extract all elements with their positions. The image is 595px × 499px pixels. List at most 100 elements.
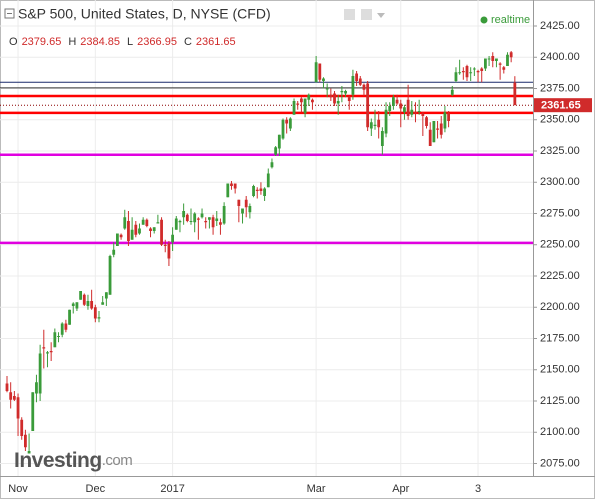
candle-body <box>9 392 13 400</box>
candle-body <box>307 94 311 100</box>
x-tick-label: 2017 <box>160 483 184 495</box>
candle-body <box>498 63 502 65</box>
candle-body <box>171 234 174 243</box>
candle-body <box>311 99 314 103</box>
candle-body <box>46 352 49 354</box>
y-tick-label: 2375.00 <box>540 82 580 94</box>
candle-body <box>248 206 252 213</box>
candle-body <box>469 72 473 74</box>
candle-body <box>200 213 204 218</box>
y-tick-label: 2400.00 <box>540 51 580 63</box>
chart-title: S&P 500, United States, D, NYSE (CFD) <box>18 6 271 22</box>
candle-body <box>116 233 119 246</box>
candle-body <box>388 106 392 111</box>
ohlc-letter: L <box>127 36 133 48</box>
realtime-dot <box>480 16 488 24</box>
candle-body <box>399 103 403 109</box>
dropdown-icon[interactable] <box>377 13 385 18</box>
candle-body <box>263 188 266 196</box>
candle-body <box>355 73 358 81</box>
candle-body <box>230 183 233 186</box>
ohlc-value: 2379.65 <box>22 36 62 48</box>
y-tick-label: 2100.00 <box>540 426 580 438</box>
candle-body <box>281 119 285 139</box>
y-tick-label: 2275.00 <box>540 207 580 219</box>
candle-body <box>329 94 333 98</box>
y-tick-label: 2175.00 <box>540 332 580 344</box>
candle-body <box>134 224 138 235</box>
realtime-label: realtime <box>491 14 530 26</box>
candle-body <box>196 218 200 220</box>
ohlc-letter: O <box>9 36 18 48</box>
candle-body <box>53 332 57 348</box>
candle-body <box>38 353 42 394</box>
y-tick-label: 2250.00 <box>540 239 580 251</box>
candle-body <box>443 112 447 129</box>
collapse-icon[interactable] <box>4 8 15 19</box>
candle-body <box>123 217 127 229</box>
candle-body <box>384 109 388 134</box>
candle-body <box>465 66 469 78</box>
candle-body <box>425 117 428 126</box>
candle-body <box>152 227 156 231</box>
candle-body <box>16 397 20 419</box>
candle-body <box>506 54 509 66</box>
candle-body <box>502 67 506 70</box>
ohlc-header: O 2379.65 H 2384.85 L 2366.95 C 2361.65 <box>9 36 236 48</box>
close-icon[interactable] <box>361 9 372 20</box>
y-tick-label: 2425.00 <box>540 20 580 32</box>
candle-body <box>97 317 101 319</box>
candle-body <box>292 101 296 115</box>
candle-body <box>112 249 116 255</box>
y-tick-label: 2075.00 <box>540 457 580 469</box>
y-tick-label: 2200.00 <box>540 301 580 313</box>
candle-body <box>219 222 222 225</box>
ohlc-value: 2361.65 <box>196 36 236 48</box>
candle-body <box>174 218 178 230</box>
candle-body <box>288 118 292 129</box>
candle-body <box>24 434 27 448</box>
candle-body <box>35 382 38 394</box>
candle-body <box>314 62 318 83</box>
candle-body <box>178 221 182 223</box>
candle-body <box>27 451 31 454</box>
candle-body <box>49 351 53 353</box>
candle-body <box>336 101 340 104</box>
candle-body <box>300 98 303 103</box>
candle-body <box>303 98 307 114</box>
candle-body <box>410 109 414 115</box>
candle-body <box>369 122 373 129</box>
candle-body <box>141 219 145 225</box>
candle-body <box>215 218 219 221</box>
candle-body <box>270 162 274 168</box>
candle-body <box>104 292 108 299</box>
candle-body <box>277 134 281 149</box>
candle-body <box>403 107 406 113</box>
candle-body <box>101 302 105 305</box>
x-tick-label: Mar <box>307 483 326 495</box>
candle-body <box>318 63 322 80</box>
candle-body <box>458 72 462 74</box>
settings-icon[interactable] <box>344 9 355 20</box>
candle-body <box>189 221 193 222</box>
candle-body <box>241 208 244 214</box>
candle-body <box>145 219 149 226</box>
y-tick-label: 2225.00 <box>540 270 580 282</box>
candle-body <box>325 88 329 90</box>
candle-body <box>432 121 436 143</box>
candle-body <box>421 113 425 116</box>
candle-body <box>395 99 399 104</box>
candle-body <box>351 76 355 95</box>
y-tick-label: 2325.00 <box>540 145 580 157</box>
candle-body <box>222 206 226 224</box>
candle-body <box>333 93 336 104</box>
y-tick-label: 2300.00 <box>540 176 580 188</box>
candle-body <box>60 323 64 335</box>
candle-body <box>274 147 278 155</box>
candle-body <box>414 112 417 114</box>
candle-body <box>450 89 454 95</box>
candle-body <box>252 186 255 196</box>
candle-body <box>31 392 35 431</box>
x-tick-label: Dec <box>86 483 106 495</box>
